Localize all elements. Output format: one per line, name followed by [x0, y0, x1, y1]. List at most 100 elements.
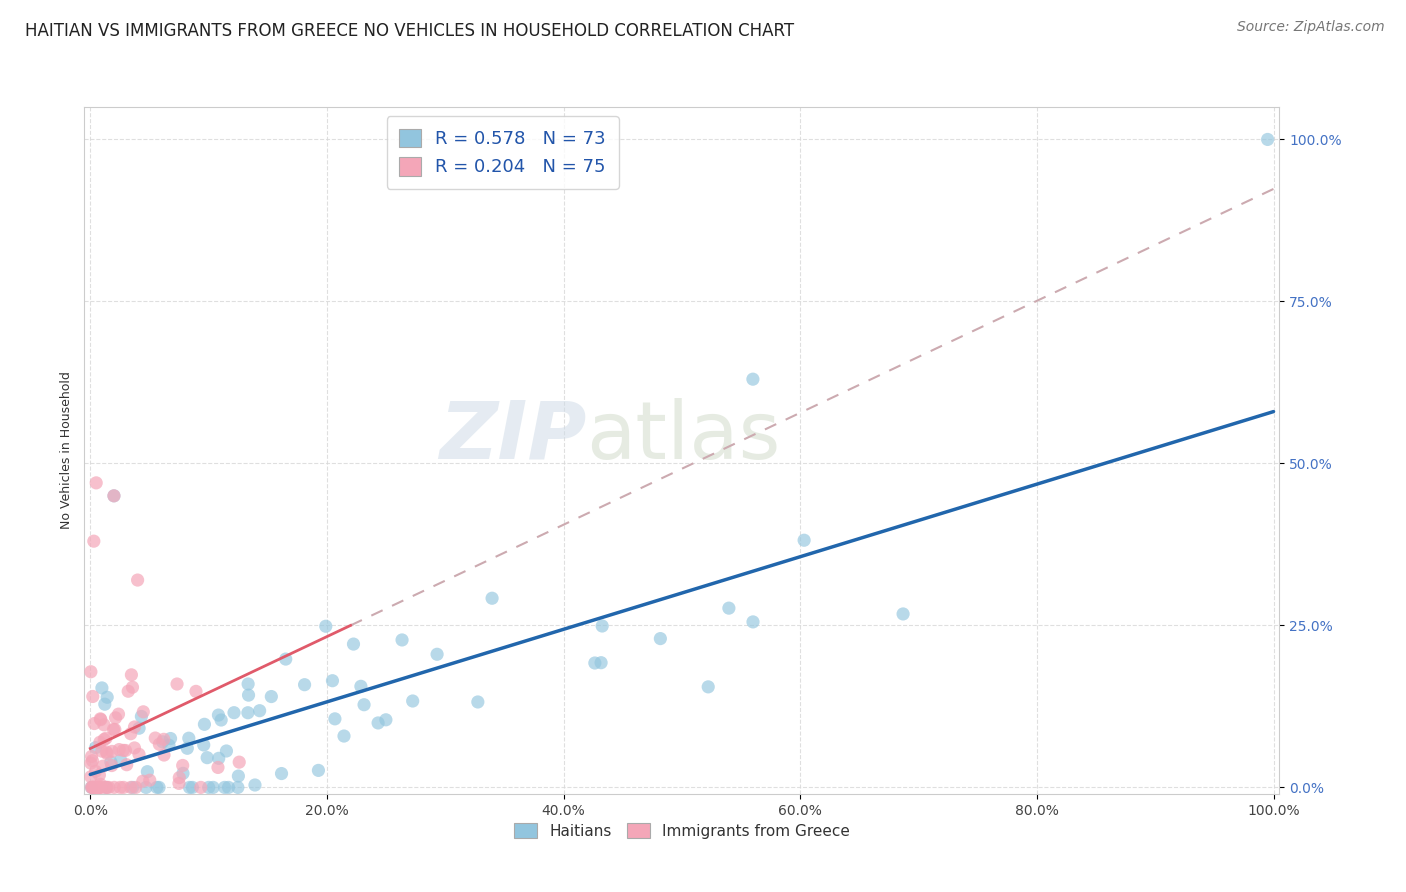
- Point: [591, 619, 613, 633]
- Point: [80, 749, 103, 764]
- Point: [236, 677, 259, 691]
- Point: [107, 707, 129, 722]
- Point: [166, 677, 188, 691]
- Point: [294, 678, 316, 692]
- Point: [226, 780, 249, 795]
- Point: [82, 690, 104, 704]
- Point: [136, 764, 159, 779]
- Point: [1257, 132, 1279, 146]
- Point: [197, 780, 219, 795]
- Point: [167, 776, 190, 790]
- Point: [238, 688, 260, 702]
- Point: [793, 533, 815, 548]
- Point: [125, 780, 148, 795]
- Point: [91, 759, 114, 773]
- Point: [228, 769, 250, 783]
- Point: [214, 780, 236, 795]
- Point: [104, 723, 127, 737]
- Point: [152, 735, 174, 749]
- Point: [153, 747, 176, 762]
- Point: [84, 780, 107, 795]
- Point: [193, 717, 215, 731]
- Legend: Haitians, Immigrants from Greece: Haitians, Immigrants from Greece: [508, 816, 856, 845]
- Point: [100, 755, 122, 769]
- Point: [108, 742, 131, 756]
- Point: [124, 720, 146, 734]
- Point: [80, 756, 103, 771]
- Point: [135, 780, 157, 795]
- Point: [101, 744, 124, 758]
- Point: [195, 750, 218, 764]
- Point: [159, 731, 181, 746]
- Point: [243, 778, 266, 792]
- Point: [650, 632, 672, 646]
- Point: [350, 679, 373, 693]
- Point: [90, 681, 112, 695]
- Point: [193, 738, 215, 752]
- Point: [127, 573, 149, 587]
- Point: [157, 738, 180, 752]
- Point: [96, 745, 118, 759]
- Point: [208, 751, 231, 765]
- Point: [120, 668, 142, 682]
- Point: [207, 708, 229, 723]
- Point: [891, 607, 914, 621]
- Point: [228, 755, 250, 769]
- Point: [108, 780, 131, 795]
- Point: [323, 712, 346, 726]
- Point: [143, 731, 166, 745]
- Point: [367, 715, 389, 730]
- Point: [89, 735, 111, 749]
- Point: [315, 619, 337, 633]
- Point: [89, 768, 111, 782]
- Point: [391, 632, 413, 647]
- Point: [181, 780, 204, 795]
- Point: [177, 731, 200, 746]
- Point: [96, 780, 118, 795]
- Point: [121, 780, 143, 795]
- Point: [128, 721, 150, 735]
- Point: [307, 764, 329, 778]
- Point: [80, 780, 103, 795]
- Point: [274, 652, 297, 666]
- Point: [209, 713, 232, 727]
- Point: [84, 780, 107, 795]
- Point: [90, 713, 112, 727]
- Point: [103, 723, 125, 737]
- Point: [90, 744, 112, 758]
- Point: [94, 780, 117, 795]
- Point: [89, 777, 111, 791]
- Point: [94, 697, 117, 711]
- Point: [83, 534, 105, 549]
- Point: [100, 758, 122, 772]
- Point: [342, 637, 364, 651]
- Point: [152, 732, 174, 747]
- Point: [202, 780, 225, 795]
- Point: [172, 758, 194, 772]
- Point: [90, 780, 112, 795]
- Point: [426, 647, 449, 661]
- Point: [82, 780, 104, 795]
- Point: [112, 780, 135, 795]
- Point: [190, 780, 212, 795]
- Point: [128, 747, 150, 762]
- Point: [467, 695, 489, 709]
- Point: [83, 716, 105, 731]
- Point: [82, 780, 104, 795]
- Point: [84, 764, 107, 779]
- Point: [117, 684, 139, 698]
- Point: [132, 705, 155, 719]
- Point: [104, 711, 127, 725]
- Point: [89, 780, 111, 795]
- Point: [87, 780, 110, 795]
- Point: [103, 489, 125, 503]
- Point: [139, 773, 162, 788]
- Point: [215, 744, 238, 758]
- Point: [93, 718, 115, 732]
- Text: HAITIAN VS IMMIGRANTS FROM GREECE NO VEHICLES IN HOUSEHOLD CORRELATION CHART: HAITIAN VS IMMIGRANTS FROM GREECE NO VEH…: [25, 22, 794, 40]
- Point: [112, 743, 135, 757]
- Point: [120, 780, 142, 795]
- Point: [103, 489, 125, 503]
- Point: [741, 372, 763, 386]
- Point: [131, 709, 153, 723]
